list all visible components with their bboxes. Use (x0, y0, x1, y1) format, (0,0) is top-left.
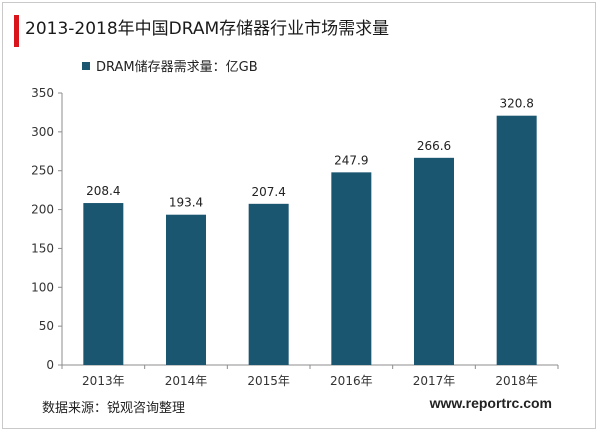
bar (331, 172, 372, 365)
y-tick-label: 350 (31, 86, 54, 100)
title-accent-bar (14, 15, 19, 47)
x-tick-label: 2016年 (330, 374, 373, 388)
x-tick-label: 2017年 (413, 374, 456, 388)
data-label: 266.6 (417, 139, 451, 153)
y-tick-label: 100 (31, 280, 54, 294)
legend: DRAM储存器需求量：亿GB (82, 56, 258, 75)
data-label: 247.9 (334, 153, 368, 167)
x-tick-label: 2018年 (495, 374, 538, 388)
legend-swatch (82, 61, 90, 70)
bar (83, 203, 124, 365)
y-tick-label: 250 (31, 164, 54, 178)
x-tick-label: 2015年 (247, 374, 290, 388)
y-tick-label: 0 (46, 358, 54, 372)
data-label: 208.4 (86, 184, 120, 198)
source-note: 数据来源：锐观咨询整理 (42, 401, 186, 416)
chart-frame (2, 2, 596, 429)
data-label: 207.4 (251, 185, 285, 199)
bar (248, 203, 289, 365)
chart-title: 2013-2018年中国DRAM存储器行业市场需求量 (25, 19, 390, 39)
x-tick-label: 2013年 (82, 374, 125, 388)
bar (496, 115, 537, 366)
y-tick-label: 150 (31, 241, 54, 255)
y-tick-label: 200 (31, 203, 54, 217)
bar (414, 157, 454, 365)
data-label: 320.8 (499, 97, 533, 111)
y-tick-label: 300 (31, 125, 54, 139)
bar (166, 214, 206, 365)
x-tick-label: 2014年 (165, 374, 208, 388)
y-tick-label: 50 (39, 319, 54, 333)
legend-label: DRAM储存器需求量：亿GB (96, 60, 258, 75)
data-label: 193.4 (169, 196, 203, 210)
website-label: www.reportrc.com (429, 395, 552, 411)
